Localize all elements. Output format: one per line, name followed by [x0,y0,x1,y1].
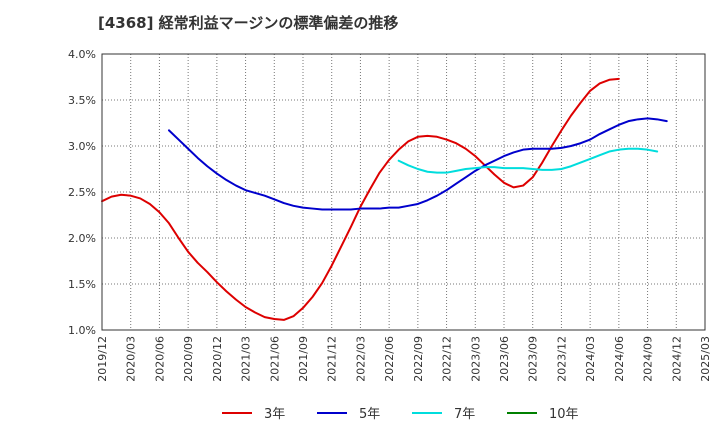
x-tick-label: 2024/09 [642,336,655,382]
y-tick-label: 4.0% [68,48,96,61]
x-tick-label: 2023/06 [498,336,511,382]
y-tick-label: 2.5% [68,186,96,199]
x-tick-label: 2022/09 [412,336,425,382]
series-line-7年 [397,147,659,174]
legend-item-3年: 3年 [222,407,285,422]
x-tick-label: 2023/12 [555,336,568,382]
y-tick-label: 1.0% [68,324,96,337]
x-tick-label: 2022/03 [354,336,367,382]
y-tick-label: 3.0% [68,140,96,153]
x-tick-label: 2021/09 [297,336,310,382]
x-tick-label: 2022/12 [441,336,454,382]
axis-layer: 1.0% 1.5% 2.0% 2.5% 3.0% 3.5% 4.0% 2019/12 2020/… [68,48,712,382]
y-tick-label: 1.5% [68,278,96,291]
x-tick-label: 2025/03 [699,336,712,382]
x-tick-label: 2023/03 [469,336,482,382]
x-tick-label: 2022/06 [383,336,396,382]
series-line-5年 [168,117,668,211]
grid-layer [101,53,706,331]
legend-label: 7年 [454,407,475,422]
legend-label: 3年 [264,407,285,422]
x-tick-label: 2024/03 [584,336,597,382]
legend-item-10年: 10年 [507,407,579,422]
x-tick-label: 2021/12 [326,336,339,382]
x-tick-label: 2020/03 [125,336,138,382]
x-tick-label: 2024/12 [670,336,683,382]
legend-item-7年: 7年 [412,407,475,422]
y-tick-label: 2.0% [68,232,96,245]
legend-label: 10年 [549,407,579,422]
series-line-3年 [101,77,620,321]
legend: 3年 5年 7年 10年 [222,407,579,422]
x-tick-label: 2020/06 [153,336,166,382]
x-tick-label: 2021/03 [240,336,253,382]
x-tick-label: 2024/06 [613,336,626,382]
x-tick-label: 2023/09 [527,336,540,382]
legend-item-5年: 5年 [317,407,380,422]
legend-label: 5年 [359,407,380,422]
plot-frame [101,53,706,331]
x-tick-label: 2020/09 [182,336,195,382]
plot-area [102,54,705,330]
x-tick-label: 2020/12 [211,336,224,382]
x-tick-label: 2021/06 [268,336,281,382]
y-tick-label: 3.5% [68,94,96,107]
x-tick-label: 2019/12 [96,336,109,382]
chart-title: [4368] 経常利益マージンの標準偏差の推移 [98,14,399,32]
series-layer [101,77,668,321]
